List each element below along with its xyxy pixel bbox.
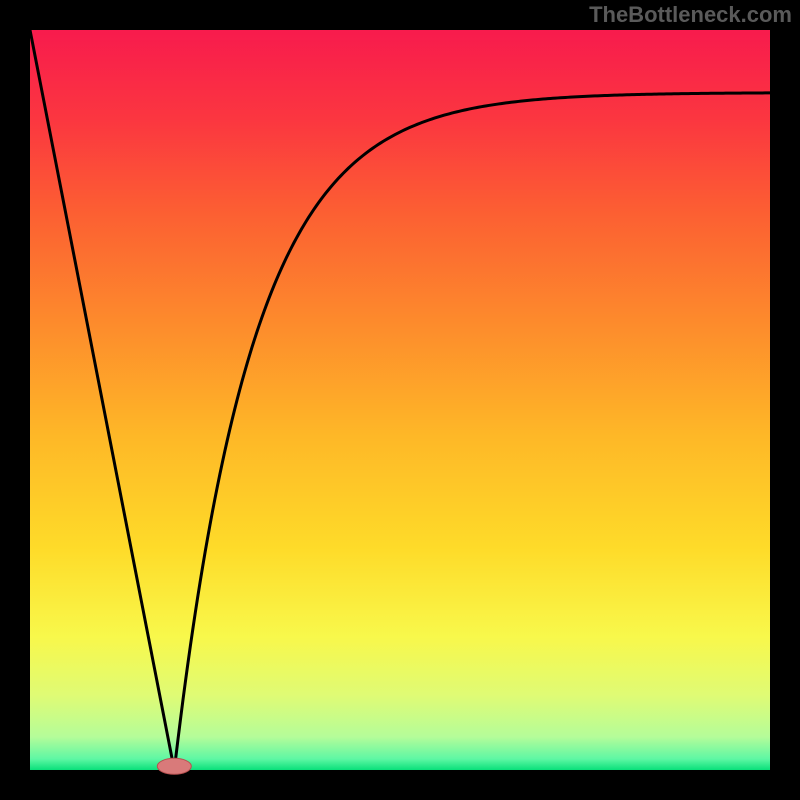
optimal-point-marker [157, 758, 191, 774]
gradient-plot-area [30, 30, 770, 770]
chart-container: TheBottleneck.com [0, 0, 800, 800]
watermark-text: TheBottleneck.com [589, 2, 792, 28]
bottleneck-chart [0, 0, 800, 800]
